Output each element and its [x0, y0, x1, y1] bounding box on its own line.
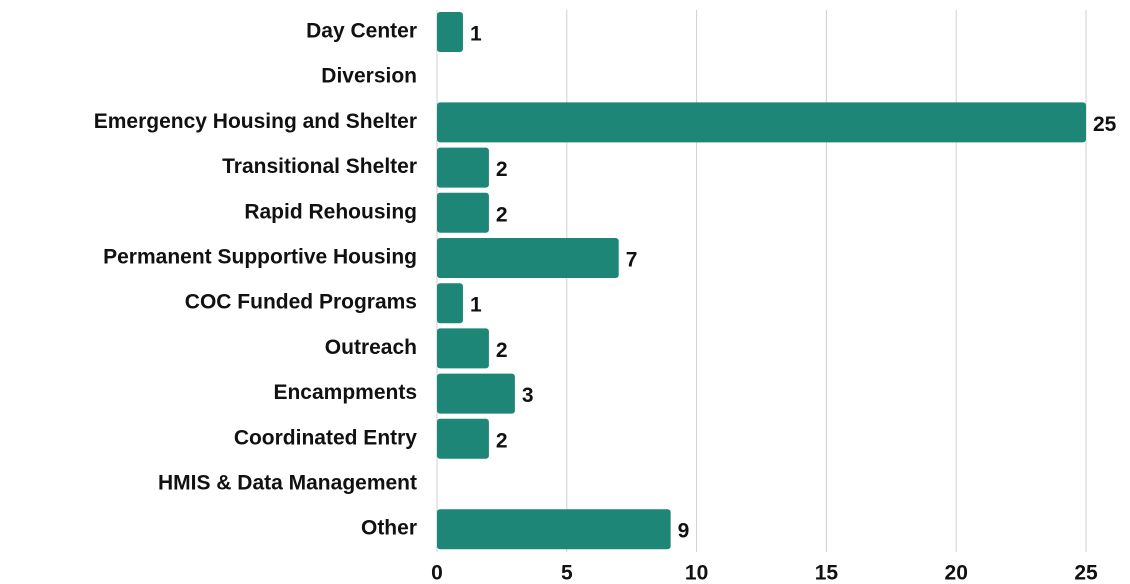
bar: [437, 192, 489, 233]
bar: [437, 102, 1086, 143]
y-tick-label: Transitional Shelter: [222, 155, 417, 178]
value-label: 1: [470, 23, 482, 46]
value-label: 7: [626, 249, 638, 272]
x-tick-label: 25: [1074, 562, 1098, 584]
x-tick-label: 20: [945, 562, 968, 584]
value-label: 25: [1093, 113, 1117, 136]
bar: [437, 373, 515, 414]
value-label: 2: [496, 158, 508, 181]
bar: [437, 509, 671, 550]
value-label: 9: [678, 520, 690, 543]
y-tick-label: Day Center: [306, 20, 417, 43]
y-tick-label: Rapid Rehousing: [244, 200, 417, 223]
y-tick-label: Emergency Housing and Shelter: [94, 110, 417, 133]
bar: [437, 12, 463, 52]
y-tick-label: COC Funded Programs: [185, 291, 417, 314]
bar: [437, 418, 489, 459]
value-label: 2: [496, 203, 508, 226]
y-tick-label: Other: [361, 517, 417, 540]
y-tick-label: Diversion: [321, 65, 417, 88]
value-label: 3: [522, 384, 534, 407]
y-tick-label: Coordinated Entry: [234, 426, 417, 449]
value-label: 2: [496, 339, 508, 362]
value-label: 2: [496, 429, 508, 452]
y-tick-label: Outreach: [325, 336, 417, 359]
y-tick-label: Encampments: [273, 381, 417, 404]
bar: [437, 238, 619, 278]
x-tick-label: 15: [815, 562, 839, 584]
bar: [437, 328, 489, 369]
bar: [437, 147, 489, 188]
y-tick-label: Permanent Supportive Housing: [103, 246, 417, 269]
x-tick-label: 5: [561, 562, 573, 584]
y-tick-label: HMIS & Data Management: [158, 472, 417, 495]
x-tick-label: 10: [685, 562, 708, 584]
x-tick-label: 0: [431, 562, 443, 584]
bar: [437, 283, 463, 324]
value-label: 1: [470, 294, 482, 317]
